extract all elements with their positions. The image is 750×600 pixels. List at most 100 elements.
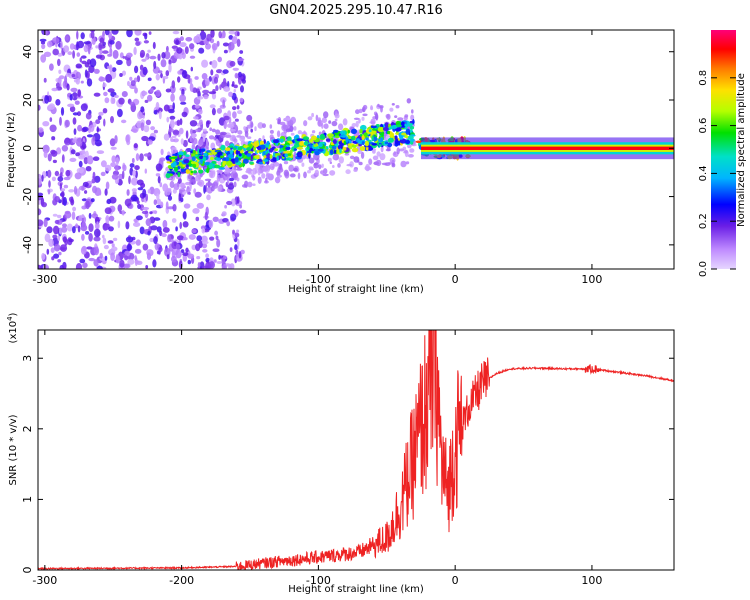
noise-mark (185, 130, 189, 139)
noise-mark (147, 94, 153, 102)
band-halo-mark (338, 123, 344, 131)
band-halo-mark (242, 184, 247, 188)
band-core-mark (293, 148, 298, 151)
figure-title: GN04.2025.295.10.47.R16 (269, 3, 443, 18)
band-core-mark (257, 155, 260, 160)
noise-mark (107, 88, 115, 93)
band-core-mark (200, 148, 206, 152)
band-halo-mark (170, 136, 173, 142)
noise-mark (78, 185, 86, 191)
band-core-mark (226, 160, 233, 166)
noise-mark (163, 104, 170, 112)
band-halo-mark (345, 169, 351, 175)
noise-mark (49, 124, 57, 133)
noise-mark (199, 31, 207, 40)
x-tick-label: 0 (452, 273, 459, 286)
colorbar-tick-label: 0.4 (698, 165, 709, 181)
band-core-mark (405, 139, 411, 145)
noise-mark (59, 264, 64, 269)
noise-mark (106, 198, 112, 205)
noise-mark (71, 73, 76, 78)
band-core-mark (173, 166, 179, 172)
noise-mark (182, 237, 188, 241)
band-core-mark (308, 139, 314, 143)
noise-mark (246, 114, 253, 122)
noise-mark (140, 106, 145, 113)
noise-mark (59, 116, 62, 126)
noise-mark (46, 248, 50, 255)
band-halo-mark (172, 188, 177, 194)
band-halo-mark (266, 173, 273, 177)
snr-line (38, 330, 674, 570)
snr-y-ticks: 0 1 2 3 (21, 355, 674, 574)
band-halo-mark (262, 123, 266, 129)
band-halo-mark (328, 120, 332, 124)
band-core-mark (387, 142, 393, 148)
band-halo-mark (334, 113, 340, 119)
band-halo-mark (323, 111, 329, 119)
noise-mark (153, 199, 157, 206)
noise-mark (99, 252, 103, 259)
noise-mark (126, 189, 130, 196)
snr-x-ticks: -300 -200 -100 0 100 (32, 330, 602, 587)
noise-mark (140, 122, 145, 131)
noise-mark (48, 238, 54, 247)
band-core-mark (361, 135, 365, 141)
noise-mark (53, 243, 61, 252)
noise-mark (52, 234, 58, 239)
noise-mark (157, 70, 163, 74)
band-halo-mark (288, 164, 295, 172)
band-core-mark (325, 146, 329, 150)
noise-mark (55, 82, 60, 88)
noise-mark (170, 93, 175, 102)
noise-mark (115, 157, 120, 166)
noise-mark (75, 223, 78, 228)
noise-mark (104, 30, 110, 36)
noise-mark (180, 197, 184, 203)
noise-mark (187, 77, 191, 84)
noise-mark (190, 66, 193, 72)
noise-mark (91, 178, 96, 184)
noise-mark (237, 110, 243, 115)
band-halo-mark (391, 163, 396, 168)
band-core-mark (359, 146, 366, 151)
band-halo-mark (262, 135, 265, 141)
noise-mark (52, 48, 59, 56)
noise-mark (41, 202, 47, 208)
band-core-mark (238, 153, 242, 157)
band-halo-mark (202, 128, 207, 132)
band-halo-mark (284, 117, 291, 122)
band-halo-mark (179, 188, 186, 192)
band-halo-mark (195, 128, 201, 133)
band-halo-mark (231, 166, 237, 174)
noise-mark (72, 206, 77, 212)
band-core-mark (333, 129, 339, 133)
noise-mark (125, 134, 130, 143)
band-core-mark (220, 144, 226, 151)
colorbar-ticks: 0.0 0.2 0.4 0.6 0.8 (698, 70, 736, 277)
noise-mark (46, 226, 53, 234)
noise-mark (105, 181, 110, 190)
band-halo-mark (252, 183, 256, 186)
band-core-mark (272, 157, 277, 162)
noise-mark (177, 70, 183, 75)
band-halo-mark (346, 163, 353, 167)
band-core-mark (340, 130, 346, 135)
band-core-mark (364, 140, 369, 147)
noise-mark (92, 185, 98, 194)
noise-mark (157, 53, 161, 61)
noise-mark (111, 243, 115, 248)
noise-mark (41, 252, 46, 261)
noise-mark (221, 257, 226, 266)
band-core-mark (371, 135, 374, 142)
noise-mark (68, 189, 75, 193)
noise-mark (238, 251, 242, 259)
band-core-mark (337, 144, 343, 150)
noise-mark (69, 94, 73, 101)
band-halo-mark (334, 118, 338, 122)
band-core-mark (246, 153, 252, 157)
band-halo-mark (314, 169, 319, 176)
band-core-mark (350, 135, 356, 141)
band-halo-mark (277, 118, 281, 125)
band-core-mark (351, 147, 359, 153)
